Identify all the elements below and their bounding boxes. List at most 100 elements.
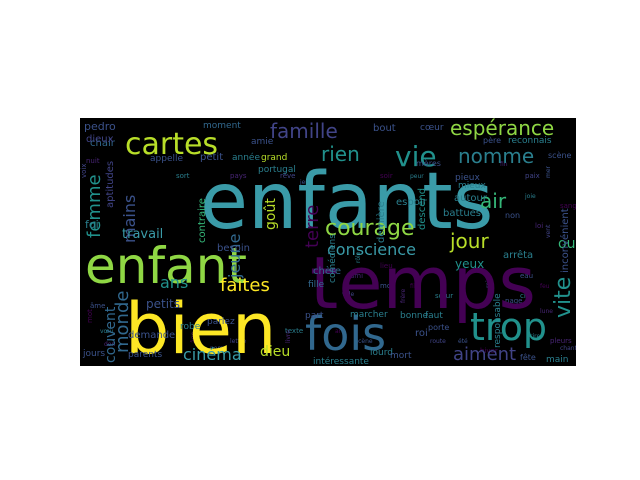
filler-word: ville	[342, 291, 355, 298]
cloud-word: petits	[146, 297, 180, 311]
cloud-word: femme	[84, 174, 105, 238]
cloud-word: robe	[180, 322, 201, 332]
cloud-word: porte	[428, 323, 449, 332]
filler-word: hiver	[480, 347, 498, 355]
cloud-word: père	[483, 135, 501, 145]
cloud-word: cartes	[125, 127, 218, 162]
cloud-word: fille	[308, 280, 325, 290]
cloud-word: roi	[415, 328, 428, 339]
cloud-word: bien	[125, 288, 276, 366]
filler-word: sœur	[435, 292, 453, 300]
filler-word: rire	[530, 333, 540, 340]
filler-word: voix	[80, 163, 88, 178]
cloud-word: dieu	[260, 344, 290, 360]
filler-word: rôle	[355, 251, 362, 263]
cloud-word: besoin	[217, 243, 250, 254]
cloud-word: contraire	[197, 198, 208, 243]
cloud-word: couvent	[103, 306, 119, 363]
cloud-word: terre	[302, 205, 323, 248]
filler-word: feu	[540, 283, 550, 290]
filler-word: art	[335, 328, 344, 335]
cloud-word: mains	[120, 195, 139, 243]
cloud-word: mères	[416, 158, 441, 168]
cloud-word: battues	[443, 208, 481, 219]
filler-word: mot	[380, 282, 394, 290]
cloud-word: faites	[220, 275, 270, 296]
cloud-word: pieux	[455, 173, 480, 183]
filler-word: vent	[545, 224, 552, 238]
cloud-word: non	[505, 211, 520, 220]
filler-word: sang	[560, 202, 576, 210]
cloud-word: vie	[395, 140, 437, 173]
cloud-word: enfants	[200, 157, 493, 247]
cloud-word: comédiens	[327, 234, 338, 283]
word-cloud: nuit voix âme mot sort pays rêve jeux soir peur fi…	[80, 118, 576, 366]
cloud-word: trop	[470, 305, 547, 349]
cloud-word: chair	[90, 138, 116, 149]
cloud-word: pedro	[84, 120, 116, 133]
cloud-word: appelle	[150, 154, 183, 164]
cloud-word: main	[546, 355, 569, 365]
filler-word: nom	[210, 345, 223, 352]
filler-word: ciel	[520, 292, 532, 300]
filler-word: sort	[176, 172, 190, 180]
cloud-word: parlez	[207, 317, 235, 327]
cloud-word: parents	[128, 350, 163, 360]
cloud-word: fois	[305, 307, 386, 361]
cloud-word: fête	[520, 352, 536, 362]
cloud-word: petit	[200, 152, 223, 163]
filler-word: nuit	[86, 157, 100, 165]
filler-word: fin	[500, 161, 508, 168]
cloud-word: jour	[449, 229, 489, 253]
filler-word: don	[104, 341, 115, 348]
cloud-word: demande	[128, 330, 175, 341]
cloud-word: scène	[548, 150, 572, 160]
cloud-word: dernière	[375, 201, 387, 243]
filler-word: chant	[560, 345, 576, 352]
filler-word: vœu	[100, 328, 114, 335]
filler-word: soir	[380, 172, 393, 180]
filler-word: fils	[410, 283, 419, 290]
cloud-word: arrêta	[503, 249, 533, 261]
cloud-word: ans	[160, 273, 188, 292]
filler-word: livre	[285, 330, 292, 343]
cloud-word: moment	[203, 121, 241, 131]
filler-word: peur	[410, 173, 424, 180]
filler-word: joie	[524, 193, 536, 200]
filler-word: âme	[90, 302, 105, 310]
cloud-word: jours	[82, 349, 105, 359]
cloud-word: lourd	[370, 348, 393, 358]
cloud-word: aptitudes	[105, 161, 116, 208]
cloud-word: monde	[112, 291, 133, 353]
filler-word: eau	[520, 272, 533, 280]
filler-word: pleurs	[550, 337, 572, 345]
cloud-word: rien	[321, 142, 360, 166]
cloud-word: air	[480, 189, 507, 213]
filler-word: texte	[285, 327, 303, 335]
cloud-word: temps	[310, 241, 536, 325]
filler-word: âge	[190, 332, 197, 343]
filler-word: paix	[525, 172, 540, 180]
cloud-word: amie	[251, 137, 274, 147]
cloud-word: cœur	[420, 123, 444, 133]
cloud-word: bonne	[400, 311, 429, 321]
filler-word: lieu	[380, 262, 393, 270]
filler-word: mot	[86, 309, 94, 323]
filler-word: mer	[545, 165, 552, 178]
cloud-word: travail	[122, 227, 163, 242]
filler-word: lune	[540, 308, 553, 315]
cloud-word: espoir	[396, 197, 428, 208]
cloud-word: année	[232, 152, 260, 163]
cloud-word: descend	[417, 188, 428, 230]
filler-word: été	[458, 338, 468, 345]
cloud-word: famille	[270, 119, 338, 143]
cloud-word: conscience	[327, 240, 416, 259]
filler-word: route	[430, 338, 446, 345]
filler-word: loi	[535, 222, 543, 230]
cloud-word: foi	[85, 218, 99, 231]
filler-word: pays	[230, 172, 247, 180]
cloud-word: oui	[558, 236, 576, 252]
